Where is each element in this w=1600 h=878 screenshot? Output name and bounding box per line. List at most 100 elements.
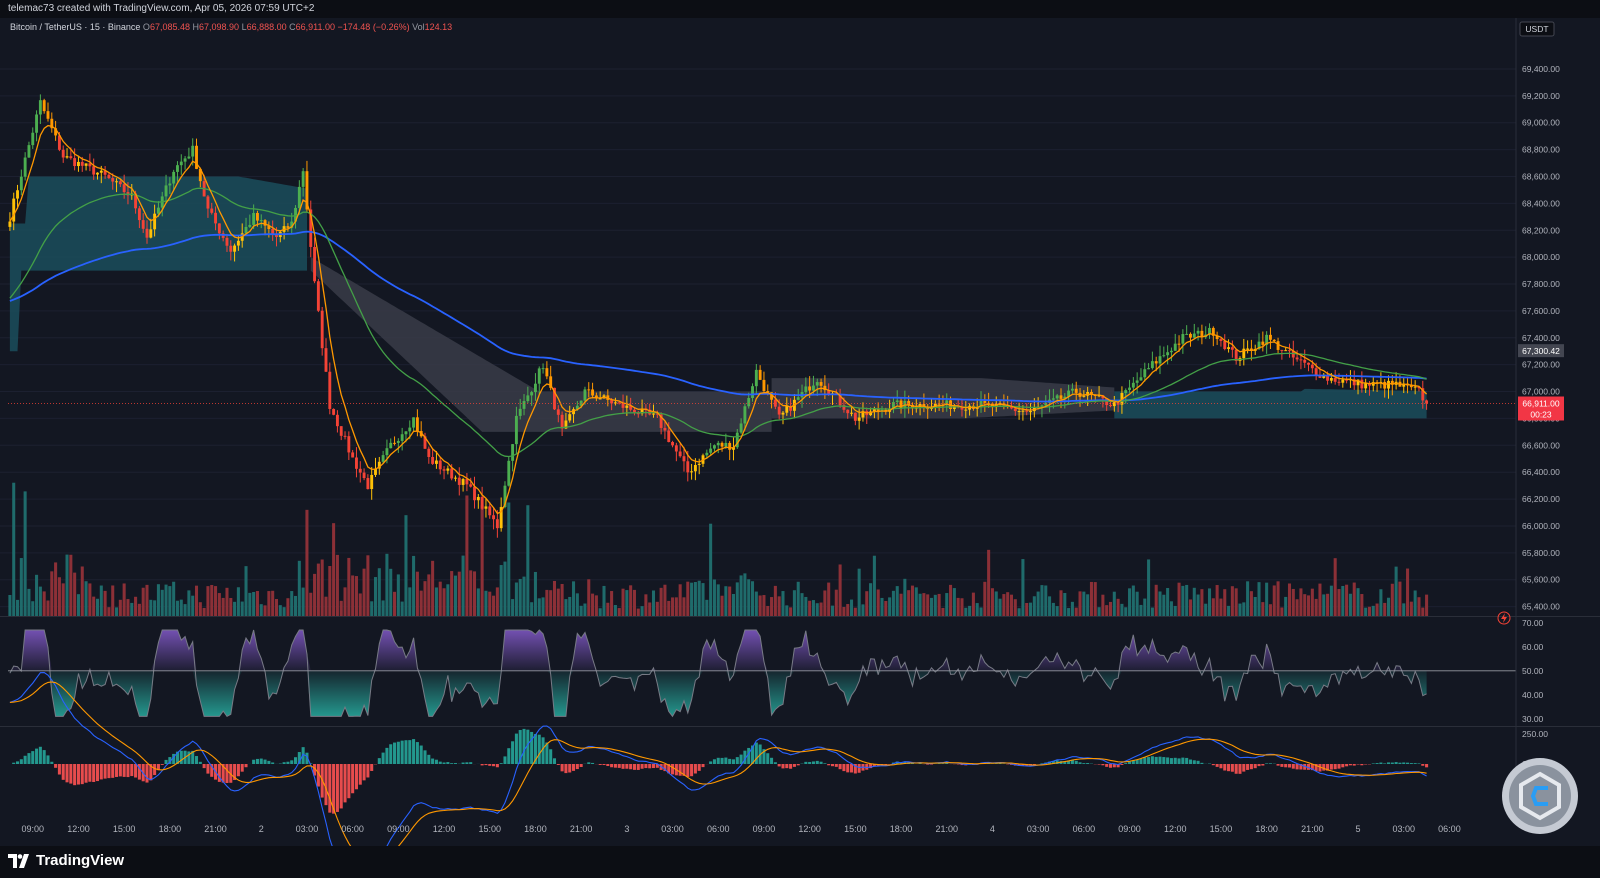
- attribution-text: telemac73 created with TradingView.com, …: [8, 3, 315, 14]
- candle-body: [233, 245, 237, 252]
- macd-histogram-bar: [872, 764, 876, 767]
- low-value: 66,888.00: [246, 22, 287, 32]
- candle-body: [172, 171, 176, 184]
- macd-histogram-bar: [12, 762, 16, 764]
- time-tick-label: 09:00: [753, 824, 776, 834]
- rsi-pane[interactable]: 30.00 40.00 50.00 60.00 70.00: [0, 616, 1600, 724]
- volume-bar: [990, 588, 994, 616]
- candle-body: [511, 444, 515, 461]
- macd-histogram-bar: [95, 764, 100, 782]
- candle: [412, 417, 416, 432]
- macd-histogram-bar: [1406, 762, 1410, 764]
- candle-body: [88, 163, 92, 167]
- macd-histogram-bar: [720, 757, 724, 764]
- candle: [183, 156, 187, 170]
- time-tick-label: 21:00: [204, 824, 227, 834]
- volume-bar: [1291, 588, 1295, 616]
- candle: [499, 497, 503, 532]
- time-tick-label: 2: [259, 824, 264, 834]
- candle-body: [1257, 341, 1261, 349]
- candle-body: [488, 506, 492, 516]
- candle-body: [556, 409, 560, 415]
- cloud-segment-teal-2: [1114, 388, 1427, 419]
- candle: [1223, 334, 1227, 351]
- ema-mid-line: [9, 187, 1427, 458]
- candle: [613, 397, 617, 406]
- high-value: 67,098.90: [199, 22, 240, 32]
- ema-fast-line: [9, 124, 1428, 515]
- candle: [1204, 326, 1208, 339]
- candle-body: [473, 486, 476, 501]
- candle-body: [869, 411, 873, 416]
- volume-bar: [286, 598, 290, 616]
- candle: [351, 449, 355, 458]
- countdown-text: 00:23: [1530, 410, 1552, 420]
- candle-body: [690, 471, 694, 473]
- macd-histogram-bar: [1169, 758, 1173, 764]
- candle-body: [16, 190, 19, 199]
- macd-histogram-bar: [495, 764, 499, 768]
- candle: [1181, 329, 1185, 354]
- volume-bar: [320, 559, 324, 616]
- candle-body: [1162, 355, 1166, 357]
- volume-bar: [884, 600, 888, 616]
- candlesticks[interactable]: [8, 94, 1429, 538]
- macd-histogram-bar: [88, 764, 92, 782]
- tradingview-brand[interactable]: TradingView: [8, 852, 124, 869]
- candle-body: [446, 468, 450, 471]
- macd-histogram-bar: [1318, 764, 1322, 772]
- volume-bar: [758, 595, 762, 616]
- macd-histogram-bar: [1280, 764, 1284, 767]
- candle-body: [770, 392, 774, 400]
- candle-body: [789, 406, 793, 411]
- macd-histogram-bar: [1253, 764, 1257, 769]
- volume-bar: [979, 607, 983, 616]
- volume-bar: [1009, 594, 1014, 616]
- candle-body: [663, 427, 667, 431]
- volume-bar: [358, 593, 362, 616]
- macd-histogram-bar: [450, 763, 454, 764]
- macd-histogram-bar: [606, 764, 610, 767]
- volume-bar: [328, 566, 332, 616]
- candle: [568, 405, 572, 423]
- symbol-legend[interactable]: Bitcoin / TetherUS · 15 · Binance O67,08…: [10, 22, 452, 32]
- volume-bar: [549, 590, 553, 616]
- macd-histogram-bar: [549, 749, 553, 764]
- candle: [1341, 376, 1345, 388]
- volume-bar: [971, 592, 975, 616]
- candle-body: [187, 156, 191, 159]
- time-tick-label: 3: [624, 824, 629, 834]
- macd-histogram-bar: [1398, 762, 1402, 764]
- candle: [393, 436, 396, 446]
- macd-histogram-bar: [853, 764, 857, 774]
- macd-histogram-bar: [1082, 763, 1086, 764]
- time-tick-label: 18:00: [1255, 824, 1278, 834]
- volume-bar: [815, 603, 819, 616]
- macd-pane[interactable]: 250.000.00: [0, 672, 1600, 846]
- symbol-name[interactable]: Bitcoin / TetherUS · 15 · Binance: [10, 22, 141, 32]
- volume-bar: [617, 608, 621, 616]
- candle: [233, 243, 237, 262]
- candle: [556, 405, 560, 423]
- volume-bar: [865, 591, 869, 616]
- volume-bar: [701, 583, 705, 616]
- candle: [286, 223, 290, 232]
- candle-body: [1288, 350, 1291, 352]
- volume-bar: [400, 601, 404, 616]
- volume-bar: [1314, 598, 1318, 616]
- macd-histogram-bar: [1394, 762, 1398, 764]
- macd-histogram-bar: [663, 764, 667, 772]
- volume-bar: [252, 591, 256, 616]
- candle: [332, 408, 336, 416]
- change-value: −174.48 (−0.26%): [337, 22, 410, 32]
- macd-histogram-bar: [1101, 764, 1105, 766]
- open-label: O: [142, 22, 150, 32]
- macd-histogram-bar: [118, 764, 122, 777]
- time-tick-label: 21:00: [935, 824, 958, 834]
- cloud-segment-gray-1: [310, 257, 772, 432]
- candle-body: [198, 168, 202, 182]
- price-tick-label: 66,400.00: [1522, 467, 1560, 477]
- macd-histogram-bar: [404, 740, 408, 764]
- time-tick-label: 06:00: [1073, 824, 1096, 834]
